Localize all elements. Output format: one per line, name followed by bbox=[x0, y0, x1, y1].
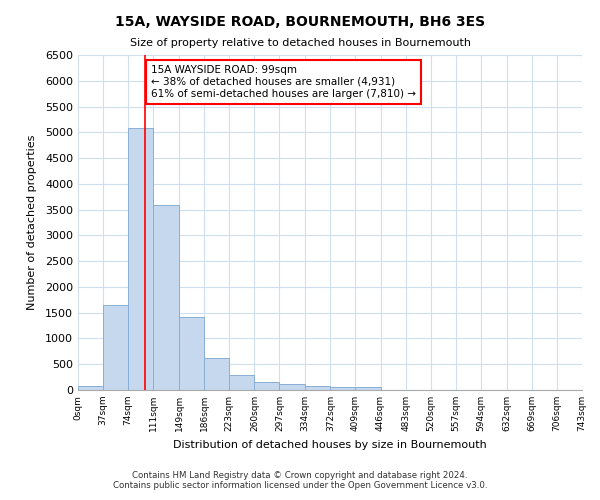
Bar bbox=[254, 382, 280, 390]
Bar bbox=[103, 305, 128, 390]
Bar bbox=[331, 386, 355, 390]
Bar bbox=[305, 386, 331, 390]
Bar bbox=[128, 128, 153, 390]
Y-axis label: Number of detached properties: Number of detached properties bbox=[26, 135, 37, 310]
Bar bbox=[179, 318, 204, 390]
Text: Contains HM Land Registry data © Crown copyright and database right 2024.
Contai: Contains HM Land Registry data © Crown c… bbox=[113, 470, 487, 490]
Bar bbox=[355, 388, 380, 390]
X-axis label: Distribution of detached houses by size in Bournemouth: Distribution of detached houses by size … bbox=[173, 440, 487, 450]
Text: 15A WAYSIDE ROAD: 99sqm
← 38% of detached houses are smaller (4,931)
61% of semi: 15A WAYSIDE ROAD: 99sqm ← 38% of detache… bbox=[151, 66, 416, 98]
Bar bbox=[229, 375, 254, 390]
Text: 15A, WAYSIDE ROAD, BOURNEMOUTH, BH6 3ES: 15A, WAYSIDE ROAD, BOURNEMOUTH, BH6 3ES bbox=[115, 15, 485, 29]
Bar bbox=[204, 358, 229, 390]
Bar bbox=[280, 384, 305, 390]
Bar bbox=[78, 386, 103, 390]
Text: Size of property relative to detached houses in Bournemouth: Size of property relative to detached ho… bbox=[130, 38, 470, 48]
Bar bbox=[153, 205, 179, 390]
